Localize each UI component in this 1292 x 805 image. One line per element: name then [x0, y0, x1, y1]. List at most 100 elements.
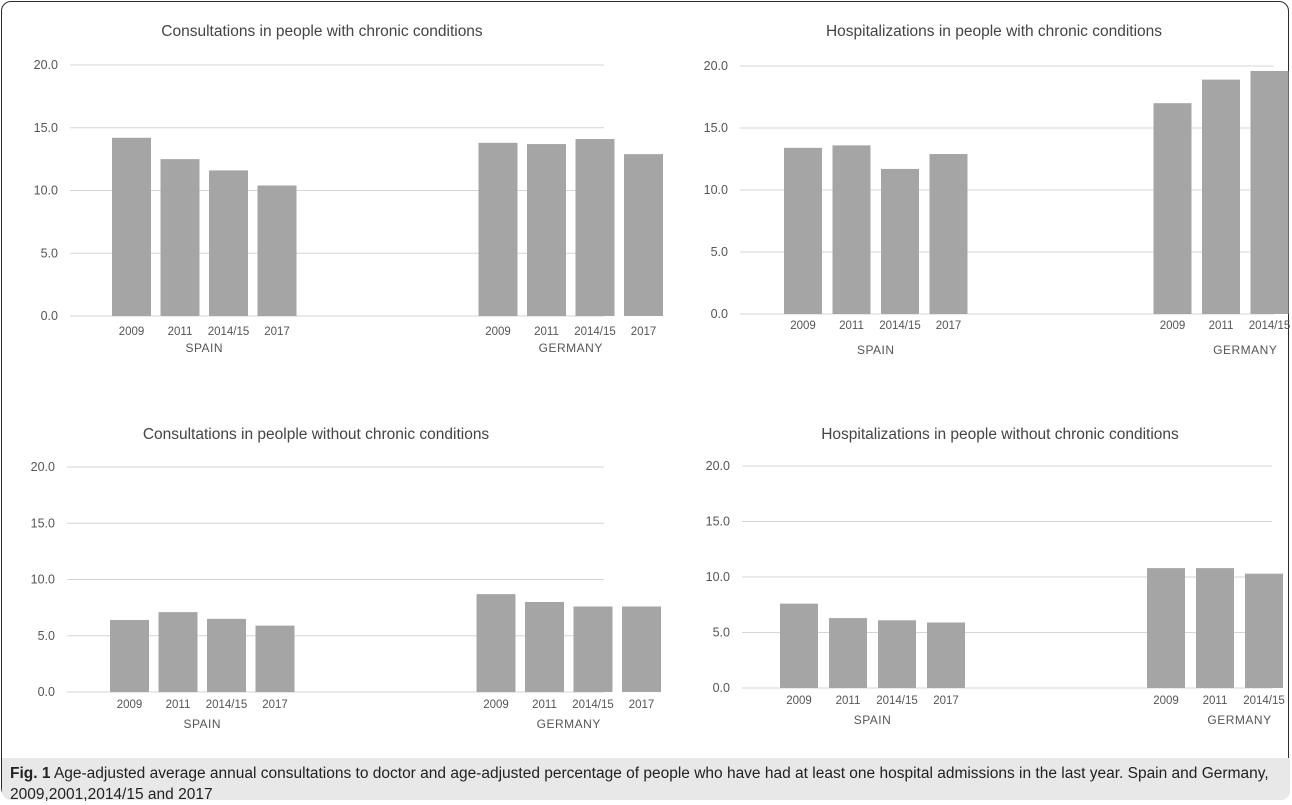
group-label: SPAIN [857, 343, 895, 357]
x-tick-label: 2017 [629, 699, 655, 711]
y-tick-label: 0.0 [38, 685, 55, 699]
y-tick-label: 0.0 [713, 681, 730, 695]
bar [780, 603, 818, 688]
bar [255, 625, 295, 692]
x-tick-label: 2014/15 [876, 695, 918, 707]
chart-3: Consultations in peolple without chronic… [31, 426, 661, 731]
y-tick-label: 20.0 [704, 59, 728, 73]
bar [1147, 568, 1185, 688]
y-tick-label: 5.0 [41, 246, 58, 260]
bar [575, 139, 615, 316]
bar [829, 618, 867, 688]
bar [525, 602, 564, 692]
group-label: GERMANY [1207, 713, 1271, 727]
x-tick-label: 2009 [790, 320, 816, 332]
x-tick-label: 2009 [119, 326, 145, 338]
y-tick-label: 20.0 [706, 459, 730, 473]
group-label: SPAIN [183, 717, 221, 731]
y-tick-label: 0.0 [41, 309, 58, 323]
x-tick-label: 2009 [483, 699, 509, 711]
chart-2: Hospitalizations in people with chronic … [704, 23, 1291, 357]
bar [112, 137, 151, 316]
y-tick-label: 10.0 [34, 184, 58, 198]
x-tick-label: 2014/15 [208, 326, 250, 338]
x-tick-label: 2009 [117, 699, 143, 711]
y-tick-label: 5.0 [713, 626, 730, 640]
x-tick-label: 2011 [839, 320, 864, 332]
bar [622, 606, 661, 692]
chart-title: Hospitalizations in people without chron… [821, 426, 1179, 443]
x-tick-label: 2009 [786, 695, 812, 707]
x-tick-label: 2014/15 [1243, 695, 1285, 707]
x-tick-label: 2014/15 [1249, 320, 1291, 332]
x-tick-label: 2017 [933, 695, 959, 707]
figure-caption: Fig. 1 Age-adjusted average annual consu… [2, 758, 1290, 803]
y-tick-label: 5.0 [38, 629, 55, 643]
y-tick-label: 15.0 [706, 515, 730, 529]
x-tick-label: 2011 [532, 699, 557, 711]
caption-label: Fig. 1 [10, 765, 51, 782]
x-tick-label: 2014/15 [879, 320, 921, 332]
y-tick-label: 20.0 [34, 58, 58, 72]
x-tick-label: 2009 [1153, 695, 1179, 707]
x-tick-label: 2011 [534, 326, 559, 338]
bar [1202, 79, 1240, 314]
x-tick-label: 2011 [1203, 695, 1228, 707]
chart-title: Consultations in people with chronic con… [161, 23, 483, 40]
bar [929, 154, 968, 314]
y-tick-label: 15.0 [704, 121, 728, 135]
x-tick-label: 2011 [1209, 320, 1234, 332]
chart-title: Hospitalizations in people with chronic … [826, 23, 1162, 40]
bar [784, 147, 822, 314]
bar [527, 144, 566, 316]
bar [257, 185, 297, 316]
y-tick-label: 20.0 [31, 460, 55, 474]
x-tick-label: 2009 [1160, 320, 1186, 332]
x-tick-label: 2014/15 [572, 699, 614, 711]
bar [881, 168, 919, 314]
caption-text: Age-adjusted average annual consultation… [10, 765, 1269, 803]
chart-4: Hospitalizations in people without chron… [706, 426, 1285, 727]
y-tick-label: 5.0 [711, 245, 728, 259]
bar [160, 159, 200, 316]
bar [573, 606, 613, 692]
bar [1153, 103, 1192, 314]
x-tick-label: 2014/15 [574, 326, 616, 338]
bar [209, 170, 248, 316]
x-tick-label: 2011 [836, 695, 861, 707]
bar [1196, 568, 1234, 688]
x-tick-label: 2017 [262, 699, 288, 711]
bar [158, 612, 198, 692]
group-label: GERMANY [1213, 343, 1277, 357]
group-label: SPAIN [854, 713, 892, 727]
bar [878, 620, 916, 688]
x-tick-label: 2011 [168, 326, 193, 338]
chart-title: Consultations in peolple without chronic… [143, 426, 490, 443]
bar [927, 622, 965, 688]
bar [832, 145, 871, 314]
bar [1250, 70, 1289, 315]
bar [110, 620, 149, 692]
x-tick-label: 2017 [264, 326, 290, 338]
y-tick-label: 10.0 [31, 573, 55, 587]
x-tick-label: 2009 [485, 326, 511, 338]
x-tick-label: 2011 [166, 699, 191, 711]
y-tick-label: 10.0 [706, 570, 730, 584]
group-label: SPAIN [185, 341, 223, 355]
group-label: GERMANY [537, 717, 601, 731]
y-tick-label: 0.0 [711, 307, 728, 321]
x-tick-label: 2017 [936, 320, 962, 332]
y-tick-label: 15.0 [34, 121, 58, 135]
bar [476, 594, 516, 692]
chart-1: Consultations in people with chronic con… [34, 23, 663, 355]
bar [1245, 573, 1283, 688]
bar [207, 618, 246, 692]
y-tick-label: 15.0 [31, 516, 55, 530]
group-label: GERMANY [539, 341, 603, 355]
x-tick-label: 2017 [631, 326, 657, 338]
y-tick-label: 10.0 [704, 183, 728, 197]
bar [624, 154, 663, 316]
bar [478, 142, 518, 316]
x-tick-label: 2014/15 [206, 699, 248, 711]
